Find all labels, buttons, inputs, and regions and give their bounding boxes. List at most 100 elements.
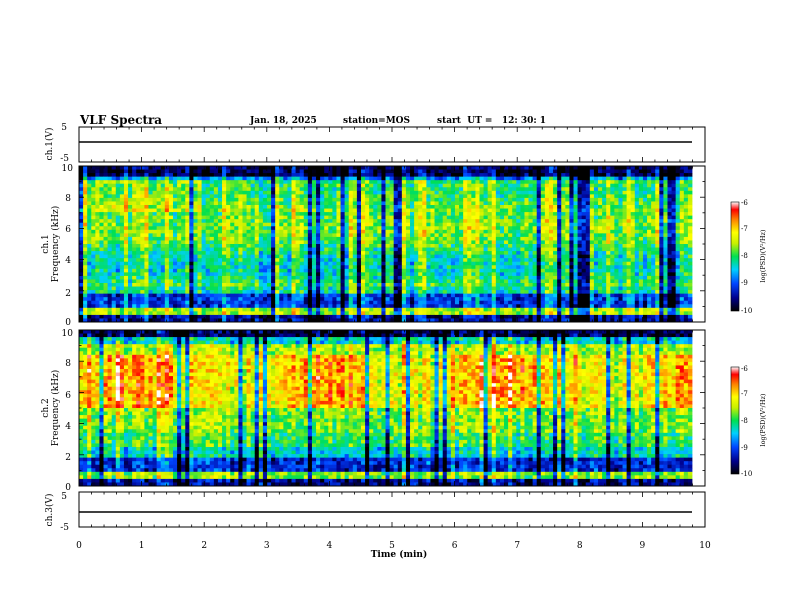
ch1-spectrogram-cell bbox=[573, 197, 578, 202]
ch1-spectrogram-cell bbox=[589, 244, 595, 248]
ch1-spectrogram-cell bbox=[446, 176, 452, 181]
ch1-spectrogram-cell bbox=[201, 208, 207, 213]
ch1-spectrogram-cell bbox=[471, 261, 476, 266]
ch1-spectrogram-cell bbox=[83, 279, 88, 284]
ch1-spectrogram-cell bbox=[618, 229, 623, 234]
ch1-spectrogram-cell bbox=[393, 215, 399, 220]
ch1-spectrogram-cell bbox=[516, 180, 521, 185]
ch1-spectrogram-cell bbox=[254, 169, 260, 174]
ch1-spectrogram-cell bbox=[434, 258, 440, 263]
ch1-spectrogram-cell bbox=[307, 268, 313, 273]
ch1-spectrogram-cell bbox=[401, 268, 407, 273]
ch1-spectrogram-cell bbox=[569, 187, 574, 192]
ch1-spectrogram-cell bbox=[446, 226, 452, 231]
ch1-spectrogram-cell bbox=[295, 229, 301, 234]
ch1-spectrogram-cell bbox=[250, 197, 256, 202]
ch1-spectrogram-cell bbox=[262, 261, 268, 266]
ch1-spectrogram-cell bbox=[254, 194, 260, 199]
ch1-spectrogram-cell bbox=[193, 244, 198, 248]
ch1-spectrogram-cell bbox=[454, 240, 460, 245]
ch1-spectrogram-cell bbox=[569, 247, 574, 252]
ch1-spectrogram-cell bbox=[618, 236, 623, 241]
ch1-spectrogram-cell bbox=[524, 208, 529, 213]
ch1-spectrogram-cell bbox=[238, 215, 243, 220]
ch1-spectrogram-cell bbox=[548, 279, 554, 284]
ch1-spectrogram-cell bbox=[393, 254, 399, 259]
ch1-spectrogram-cell bbox=[614, 194, 619, 199]
ch1-spectrogram-cell bbox=[209, 212, 215, 217]
ch1-spectrogram-cell bbox=[483, 208, 489, 213]
ch1-spectrogram-cell bbox=[299, 226, 305, 231]
ch1-spectrogram-cell bbox=[238, 219, 243, 224]
ch1-spectrogram-cell bbox=[569, 236, 574, 241]
ch1-spectrogram-cell bbox=[418, 180, 423, 185]
ch1-spectrogram-cell bbox=[332, 169, 337, 174]
ch1-spectrogram-cell bbox=[132, 261, 137, 266]
ch1-spectrogram-cell bbox=[316, 219, 321, 224]
ch1-spectrogram-cell bbox=[299, 268, 305, 273]
ch1-spectrogram-cell bbox=[581, 208, 587, 213]
ch1-spectrogram-cell bbox=[659, 233, 664, 238]
ch1-spectrogram-cell bbox=[544, 275, 550, 280]
ch1-spectrogram-cell bbox=[360, 258, 366, 263]
ch1-spectrogram-cell bbox=[295, 251, 301, 256]
ch1-spectrogram-cell bbox=[430, 173, 435, 178]
ch1-spectrogram-cell bbox=[454, 272, 460, 277]
ch1-spectrogram-cell bbox=[508, 219, 513, 224]
ch1-spectrogram-cell bbox=[95, 261, 100, 266]
ch1-spectrogram-cell bbox=[123, 201, 129, 206]
ch1-spectrogram-cell bbox=[83, 222, 88, 227]
ch1-spectrogram-cell bbox=[160, 166, 166, 170]
ch1-spectrogram-cell bbox=[487, 275, 493, 280]
ch1-spectrogram-cell bbox=[405, 236, 411, 241]
ch1-spectrogram-cell bbox=[459, 194, 464, 199]
ch1-spectrogram-cell bbox=[540, 247, 546, 252]
ch1-spectrogram-cell bbox=[426, 240, 431, 245]
ch1-spectrogram-cell bbox=[99, 251, 104, 256]
ch1-spectrogram-cell bbox=[283, 201, 288, 206]
ch1-spectrogram-cell bbox=[405, 201, 411, 206]
ch1-spectrogram-cell bbox=[377, 240, 382, 245]
ch1-spectrogram-cell bbox=[655, 275, 660, 280]
ch1-spectrogram-cell bbox=[504, 258, 509, 263]
ch1-spectrogram-cell bbox=[593, 166, 599, 170]
ch1-spectrogram-cell bbox=[152, 208, 158, 213]
ch1-spectrogram-cell bbox=[516, 194, 521, 199]
ch1-spectrogram-cell bbox=[160, 275, 166, 280]
ch1-spectrogram-cell bbox=[410, 197, 415, 202]
ch1-spectrogram-cell bbox=[561, 229, 566, 234]
ch1-spectrogram-cell bbox=[132, 219, 137, 224]
ch1-spectrogram-cell bbox=[193, 208, 198, 213]
ch1-spectrogram-cell bbox=[238, 268, 243, 273]
ch1-spectrogram-cell bbox=[103, 244, 109, 248]
ch1-spectrogram-cell bbox=[328, 226, 333, 231]
ch1-spectrogram-cell bbox=[336, 268, 341, 273]
ch1-spectrogram-cell bbox=[683, 226, 689, 231]
ch1-spectrogram-cell bbox=[217, 194, 223, 199]
ch1-spectrogram-cell bbox=[373, 229, 378, 234]
ch1-spectrogram-cell bbox=[132, 244, 137, 248]
ch1-spectrogram-cell bbox=[177, 180, 182, 185]
ch1-spectrogram-cell bbox=[463, 229, 468, 234]
ch1-spectrogram-cell bbox=[262, 173, 268, 178]
ch1-spectrogram-cell bbox=[234, 222, 239, 227]
ch1-spectrogram-cell bbox=[548, 180, 554, 185]
ch1-spectrogram-cell bbox=[508, 183, 513, 188]
ch1-spectrogram-cell bbox=[291, 265, 296, 270]
ch1-spectrogram-cell bbox=[544, 229, 550, 234]
ch1-spectrogram-cell bbox=[156, 258, 162, 263]
ch1-spectrogram-cell bbox=[598, 208, 603, 213]
ch1-spectrogram-cell bbox=[565, 190, 570, 195]
ch1-spectrogram-cell bbox=[250, 275, 256, 280]
ch1-spectrogram-cell bbox=[369, 275, 374, 280]
ch1-spectrogram-cell bbox=[642, 205, 648, 209]
ch1-spectrogram-cell bbox=[377, 268, 382, 273]
ch1-spectrogram-cell bbox=[144, 229, 149, 234]
ch1-spectrogram-cell bbox=[217, 261, 223, 266]
ch1-spectrogram-cell bbox=[442, 272, 448, 277]
ch1-spectrogram-cell bbox=[593, 176, 599, 181]
ch1-spectrogram-cell bbox=[520, 275, 525, 280]
ch1-spectrogram-cell bbox=[598, 236, 603, 241]
ch1-spectrogram-cell bbox=[91, 244, 96, 248]
ch1-spectrogram-cell bbox=[495, 251, 501, 256]
